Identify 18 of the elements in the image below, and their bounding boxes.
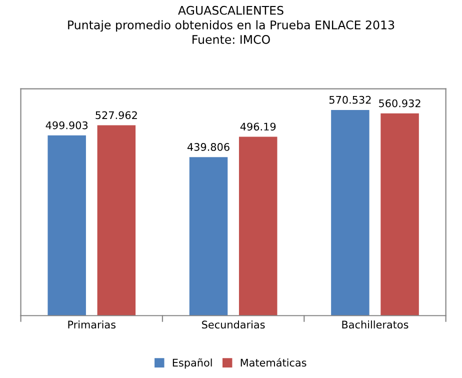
data-label: 439.806 [187,143,230,151]
x-tick-label: Secundarias [202,320,265,329]
data-label: 527.962 [96,111,137,120]
bar [380,113,419,316]
data-label: 570.532 [329,96,371,104]
x-tick-label: Bachilleratos [342,320,408,329]
data-label: 560.932 [379,99,420,108]
chart-title: AGUASCALIENTES Puntaje promedio obtenidos en la Prueba ENLACE 2013 Fuente: IMCO [68,6,394,44]
data-label: 496.19 [240,122,276,131]
data-label: 499.903 [46,121,88,130]
x-tick-label: Primarias [68,320,116,329]
bar [238,136,278,316]
legend-label: Español [172,358,212,369]
legend-label: Matemáticas [240,358,306,367]
bar [189,157,228,316]
bar [97,125,136,316]
bar [48,135,86,316]
bar [331,110,370,316]
